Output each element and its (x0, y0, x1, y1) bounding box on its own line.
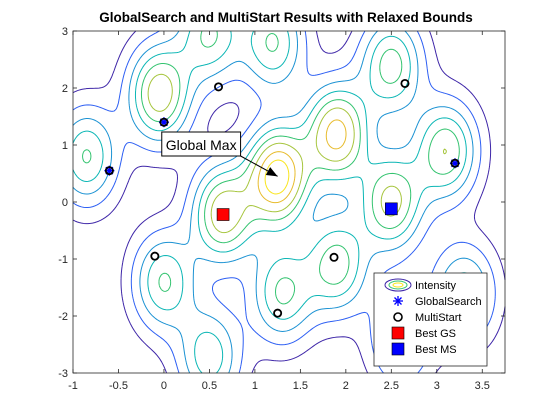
x-tick-label: 3.5 (475, 380, 490, 392)
legend-intensity-swatch-outer (384, 278, 412, 292)
legend: Intensity GlobalSearch MultiStart Best G… (373, 272, 488, 367)
y-tick-label: 0 (62, 197, 68, 209)
multistart-marker-8 (450, 158, 460, 168)
data-markers (104, 78, 460, 318)
contour-level-7 (257, 119, 347, 204)
y-tick-label: 1 (62, 140, 68, 152)
y-axis-ticks: -3 -2 -1 0 1 2 3 (58, 26, 505, 380)
multistart-marker-3 (214, 82, 224, 92)
legend-red-square-icon (391, 326, 405, 340)
legend-item-intensity: Intensity (384, 278, 456, 292)
legend-item-globalsearch: GlobalSearch (393, 296, 482, 308)
x-tick-label: 1.5 (293, 380, 308, 392)
legend-label-globalsearch: GlobalSearch (415, 296, 482, 308)
chart-title: GlobalSearch and MultiStart Results with… (99, 10, 473, 25)
x-tick-label: 1 (252, 380, 258, 392)
global-max-annotation: Global Max (161, 131, 278, 177)
contour-level-5 (82, 30, 460, 305)
annotation-arrow-head (265, 167, 278, 177)
legend-label-multistart: MultiStart (415, 312, 461, 324)
y-tick-label: -3 (58, 368, 68, 380)
x-tick-label: 2 (343, 380, 349, 392)
y-tick-label: 2 (62, 83, 68, 95)
multistart-marker-5 (273, 308, 283, 318)
multistart-marker-7 (400, 78, 410, 88)
legend-circle-icon (393, 312, 403, 322)
multistart-marker-4 (150, 251, 160, 261)
multistart-marker-2 (159, 117, 169, 127)
legend-label-best-gs: Best GS (415, 328, 456, 340)
legend-label-intensity: Intensity (415, 280, 456, 292)
x-tick-label: 0.5 (202, 380, 217, 392)
x-tick-label: -0.5 (109, 380, 128, 392)
y-tick-label: 3 (62, 26, 68, 38)
legend-item-multistart: MultiStart (393, 312, 461, 324)
multistart-marker-1 (104, 166, 114, 176)
y-tick-label: -1 (58, 254, 68, 266)
y-tick-label: -2 (58, 311, 68, 323)
annotation-box (161, 131, 242, 157)
legend-asterisk-icon (393, 296, 403, 306)
legend-item-best-ms: Best MS (391, 342, 457, 356)
x-axis-ticks: -1 -0.5 0 0.5 1 1.5 2 2.5 3 3.5 (68, 31, 490, 392)
best-ms-marker (385, 202, 398, 216)
legend-item-best-gs: Best GS (391, 326, 456, 340)
x-tick-label: -1 (68, 380, 78, 392)
legend-intensity-swatch-inner (392, 282, 404, 288)
x-tick-label: 2.5 (384, 380, 399, 392)
multistart-marker-6 (329, 252, 339, 262)
contour-level-1 (72, 30, 506, 374)
x-tick-label: 3 (434, 380, 440, 392)
annotation-text: Global Max (166, 137, 237, 153)
legend-intensity-swatch-mid (388, 280, 408, 290)
contour-level-3 (72, 30, 487, 374)
x-tick-label: 0 (161, 380, 167, 392)
legend-blue-square-icon (391, 342, 405, 356)
legend-label-best-ms: Best MS (415, 344, 457, 356)
best-gs-marker (216, 208, 230, 221)
contour-level-8 (264, 159, 290, 195)
